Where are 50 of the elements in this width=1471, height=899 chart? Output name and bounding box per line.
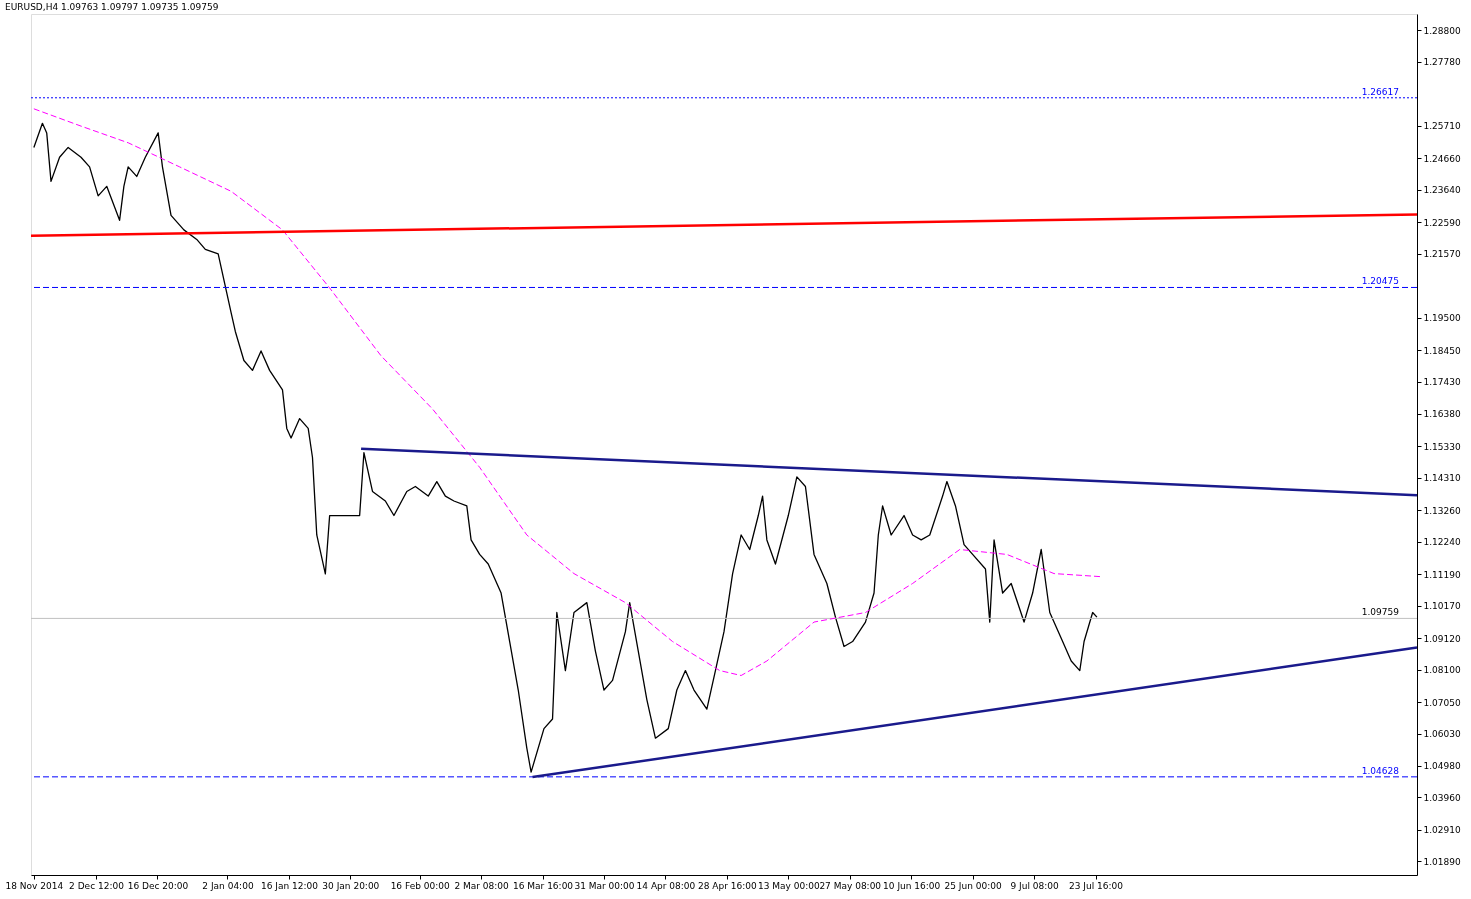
x-tick-label: 2 Dec 12:00 bbox=[69, 880, 125, 891]
y-tick-label: 1.17430 bbox=[1423, 377, 1461, 387]
y-tick-label: 1.23640 bbox=[1423, 185, 1461, 196]
y-tick-label: 1.03960 bbox=[1423, 792, 1461, 803]
x-tick-label: 16 Dec 20:00 bbox=[127, 880, 189, 891]
x-tick-label: 2 Jan 04:00 bbox=[202, 880, 254, 891]
ref-line-label: 1.09759 bbox=[1361, 607, 1400, 618]
y-tick-label: 1.10170 bbox=[1423, 601, 1461, 612]
y-tick-label: 1.19500 bbox=[1423, 313, 1461, 324]
y-tick-label: 1.11190 bbox=[1423, 569, 1461, 580]
y-tick-label: 1.21570 bbox=[1423, 249, 1461, 260]
x-tick-label: 9 Jul 08:00 bbox=[1010, 880, 1059, 891]
y-tick-label: 1.14310 bbox=[1423, 473, 1461, 484]
x-tick-label: 18 Nov 2014 bbox=[5, 880, 64, 891]
y-tick-label: 1.08100 bbox=[1423, 665, 1461, 676]
x-tick-label: 28 Apr 16:00 bbox=[698, 880, 757, 891]
x-tick-label: 13 May 00:00 bbox=[757, 880, 820, 891]
y-tick-label: 1.18450 bbox=[1423, 345, 1461, 356]
x-tick-label: 16 Jan 12:00 bbox=[260, 880, 319, 891]
x-tick-label: 27 May 08:00 bbox=[819, 880, 882, 891]
ref-line-label: 1.26617 bbox=[1361, 86, 1399, 97]
x-tick-label: 31 Mar 00:00 bbox=[574, 880, 635, 891]
x-tick-label: 30 Jan 20:00 bbox=[322, 880, 380, 891]
y-tick-label: 1.22590 bbox=[1423, 217, 1461, 228]
chart-title: EURUSD,H4 1.09763 1.09797 1.09735 1.09759 bbox=[5, 2, 219, 12]
y-tick-label: 1.02910 bbox=[1423, 825, 1461, 836]
y-tick-label: 1.04980 bbox=[1423, 761, 1461, 772]
x-tick-label: 14 Apr 08:00 bbox=[636, 880, 696, 891]
line-series bbox=[33, 122, 1098, 773]
y-tick-label: 1.24660 bbox=[1423, 153, 1461, 164]
y-tick-label: 1.25710 bbox=[1423, 121, 1461, 132]
y-tick-label: 1.06030 bbox=[1423, 729, 1461, 740]
y-tick-label: 1.16380 bbox=[1423, 409, 1461, 420]
y-tick-label: 1.13260 bbox=[1423, 505, 1461, 516]
x-tick-label: 10 Jun 16:00 bbox=[883, 880, 941, 891]
x-tick-label: 16 Feb 00:00 bbox=[390, 880, 450, 891]
y-tick-label: 1.07050 bbox=[1423, 697, 1461, 708]
ref-line-label: 1.04628 bbox=[1361, 765, 1400, 776]
y-tick-label: 1.09120 bbox=[1423, 633, 1461, 644]
y-tick-label: 1.01890 bbox=[1423, 856, 1461, 867]
ref-line-label: 1.20475 bbox=[1361, 276, 1399, 287]
x-tick-label: 25 Jun 00:00 bbox=[944, 880, 1002, 891]
line-series bbox=[33, 108, 1102, 676]
y-tick-label: 1.12240 bbox=[1423, 537, 1461, 548]
y-tick-label: 1.27780 bbox=[1423, 57, 1461, 68]
y-tick-label: 1.28800 bbox=[1423, 25, 1461, 36]
x-tick-label: 2 Mar 08:00 bbox=[454, 880, 510, 891]
y-tick-label: 1.15330 bbox=[1423, 441, 1461, 452]
x-tick-label: 23 Jul 16:00 bbox=[1069, 880, 1124, 891]
x-tick-label: 16 Mar 16:00 bbox=[512, 880, 574, 891]
